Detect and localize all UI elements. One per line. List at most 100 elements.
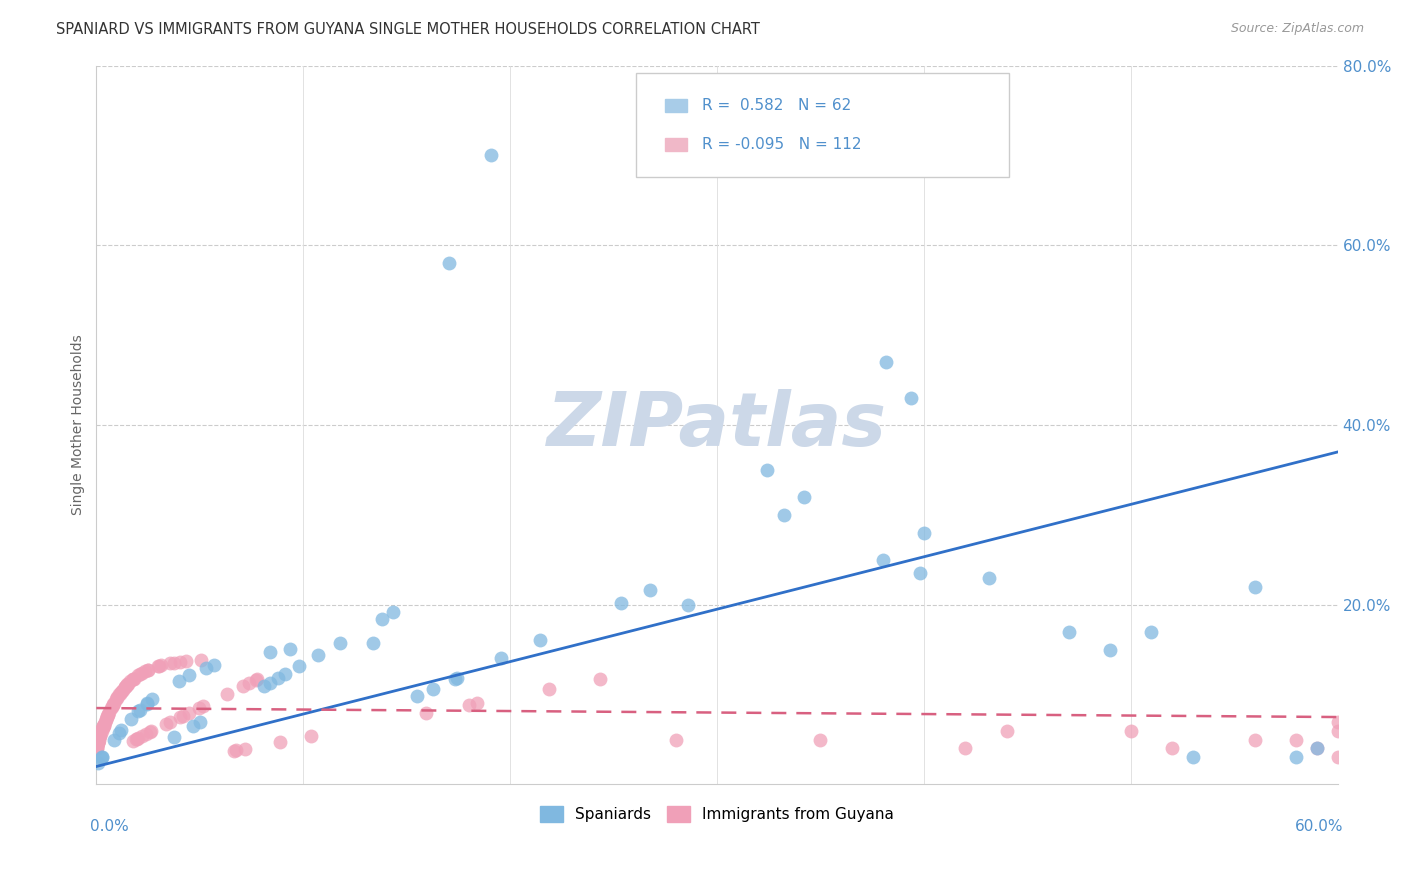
- Point: [288, 658, 311, 673]
- Point: [148, 659, 170, 673]
- Point: [91, 749, 114, 764]
- Point: [94, 714, 117, 729]
- Point: [86, 741, 108, 756]
- Point: [115, 679, 138, 693]
- Point: [810, 732, 832, 747]
- Point: [638, 583, 661, 598]
- Point: [94, 713, 117, 727]
- Point: [141, 691, 163, 706]
- Point: [90, 751, 112, 765]
- Point: [127, 731, 149, 746]
- Point: [125, 732, 148, 747]
- Point: [86, 739, 108, 753]
- Point: [101, 698, 124, 712]
- Point: [415, 706, 437, 721]
- Point: [135, 697, 157, 711]
- Point: [93, 716, 115, 731]
- Point: [105, 691, 128, 706]
- Point: [89, 728, 111, 742]
- Point: [278, 642, 301, 657]
- Point: [169, 655, 191, 669]
- Point: [1119, 723, 1142, 738]
- Point: [128, 667, 150, 681]
- Point: [267, 671, 290, 685]
- Point: [181, 719, 204, 733]
- Point: [174, 654, 197, 668]
- Point: [1057, 624, 1080, 639]
- Point: [755, 463, 778, 477]
- Point: [872, 553, 894, 567]
- Point: [91, 720, 114, 734]
- Point: [87, 735, 110, 749]
- Point: [110, 723, 132, 738]
- Legend: Spaniards, Immigrants from Guyana: Spaniards, Immigrants from Guyana: [534, 800, 900, 829]
- Point: [135, 697, 157, 711]
- Point: [96, 709, 118, 723]
- Point: [91, 719, 114, 733]
- Point: [245, 673, 267, 687]
- Y-axis label: Single Mother Households: Single Mother Households: [72, 334, 86, 516]
- Point: [159, 657, 181, 671]
- Text: 0.0%: 0.0%: [90, 819, 129, 834]
- Point: [955, 741, 977, 756]
- Point: [299, 729, 322, 743]
- Point: [93, 718, 115, 732]
- Point: [457, 698, 479, 712]
- Point: [252, 679, 274, 693]
- Point: [155, 717, 177, 731]
- Text: ZIPatlas: ZIPatlas: [547, 389, 887, 461]
- Point: [93, 719, 115, 733]
- Point: [246, 672, 269, 686]
- Text: R = -0.095   N = 112: R = -0.095 N = 112: [702, 137, 862, 153]
- Point: [233, 741, 256, 756]
- Point: [127, 704, 149, 718]
- Point: [977, 571, 1000, 585]
- Point: [89, 729, 111, 743]
- Point: [382, 605, 405, 619]
- Point: [610, 597, 633, 611]
- Point: [86, 740, 108, 755]
- Point: [150, 658, 173, 673]
- Point: [105, 692, 128, 706]
- Point: [443, 673, 465, 687]
- Point: [131, 666, 153, 681]
- Point: [120, 674, 142, 689]
- Point: [100, 700, 122, 714]
- Point: [1326, 714, 1348, 729]
- Point: [190, 653, 212, 667]
- Point: [225, 743, 247, 757]
- Point: [489, 651, 512, 665]
- Point: [1140, 624, 1163, 639]
- Point: [307, 648, 329, 663]
- Point: [91, 720, 114, 734]
- Point: [108, 687, 131, 701]
- Point: [122, 672, 145, 686]
- Point: [98, 705, 121, 719]
- Point: [111, 682, 134, 697]
- Point: [1161, 741, 1184, 756]
- Point: [111, 683, 134, 698]
- Point: [114, 680, 136, 694]
- Point: [538, 682, 561, 697]
- Point: [222, 744, 245, 758]
- Point: [125, 731, 148, 746]
- Point: [103, 696, 125, 710]
- Point: [169, 710, 191, 724]
- Point: [908, 566, 931, 580]
- Point: [101, 698, 124, 713]
- Point: [162, 730, 184, 744]
- Point: [676, 598, 699, 612]
- Point: [87, 732, 110, 747]
- Point: [193, 698, 215, 713]
- Point: [232, 679, 254, 693]
- Point: [89, 729, 111, 743]
- FancyBboxPatch shape: [665, 138, 688, 151]
- FancyBboxPatch shape: [665, 99, 688, 112]
- Point: [217, 687, 239, 701]
- Point: [361, 636, 384, 650]
- Point: [94, 712, 117, 726]
- Point: [87, 756, 110, 771]
- Point: [439, 256, 461, 270]
- Point: [108, 687, 131, 701]
- Point: [117, 676, 139, 690]
